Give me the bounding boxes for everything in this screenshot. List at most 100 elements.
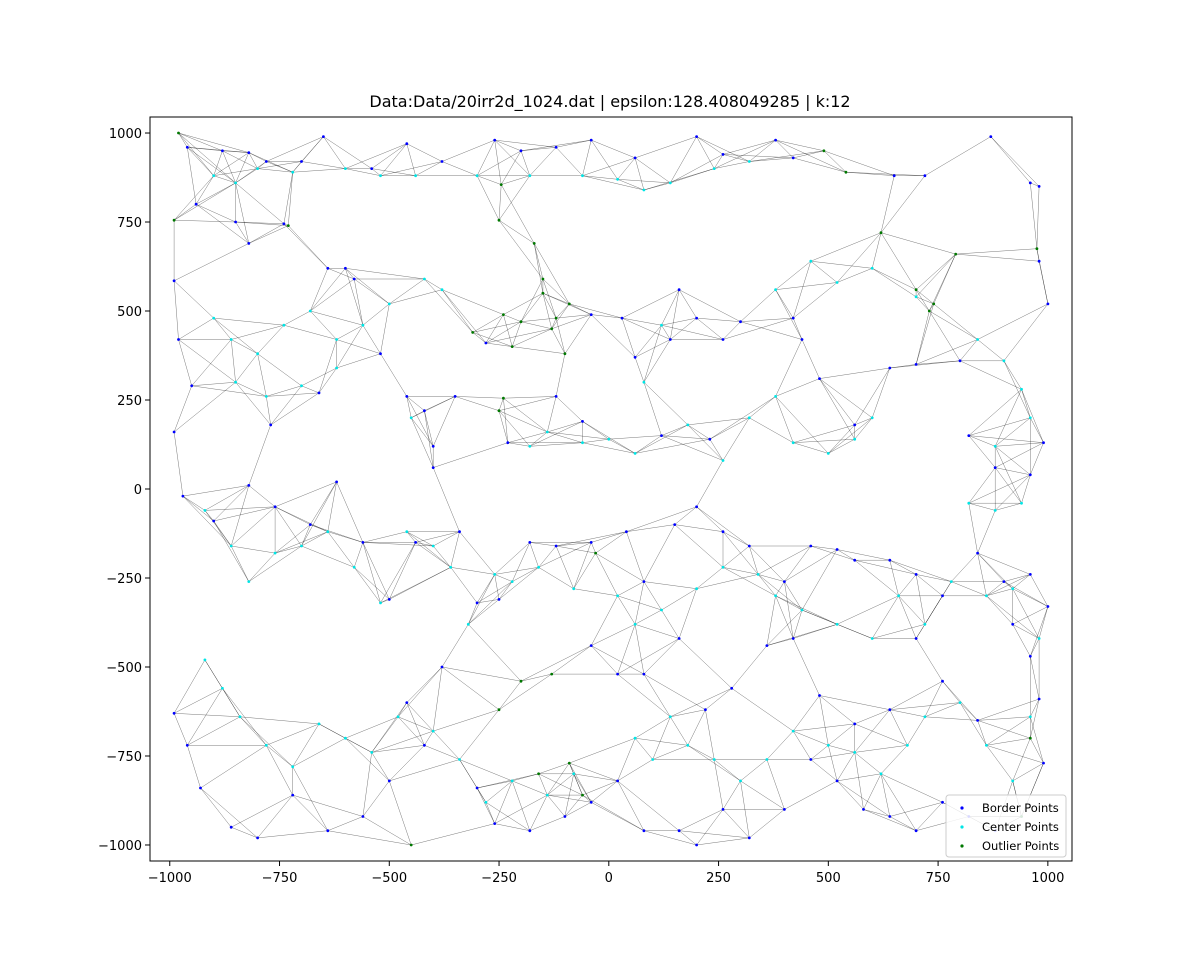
graph-edge	[661, 435, 724, 461]
graph-edge	[503, 314, 522, 322]
graph-edge	[174, 182, 236, 221]
graph-edge	[959, 702, 978, 721]
graph-edge	[173, 382, 236, 433]
graph-edge	[995, 467, 1022, 504]
graph-edge	[520, 645, 592, 682]
data-point	[791, 156, 795, 160]
graph-edge	[415, 542, 434, 547]
data-point	[589, 313, 593, 316]
data-point	[695, 316, 698, 320]
data-point	[642, 829, 646, 833]
data-point	[853, 558, 857, 562]
graph-edge	[196, 182, 236, 205]
data-point	[668, 715, 672, 719]
graph-edge	[617, 780, 680, 831]
graph-edge	[793, 695, 820, 732]
graph-edge	[275, 506, 311, 525]
graph-edge	[345, 168, 381, 176]
graph-edge	[270, 392, 320, 426]
graph-edge	[476, 574, 495, 603]
graph-edge	[191, 339, 232, 386]
graph-edge	[635, 424, 688, 454]
graph-edge	[916, 296, 934, 305]
data-point	[185, 743, 189, 747]
graph-edge	[916, 339, 978, 365]
graph-edge	[547, 396, 557, 433]
data-point	[888, 815, 892, 818]
data-point	[774, 288, 777, 292]
graph-edge	[634, 624, 645, 675]
data-point	[291, 793, 295, 797]
graph-edge	[406, 143, 416, 176]
graph-edge	[986, 595, 1013, 625]
graph-edge	[498, 673, 552, 710]
graph-edge	[472, 314, 504, 333]
legend-label: Center Points	[982, 820, 1059, 834]
data-point	[800, 338, 804, 341]
graph-edge	[1012, 588, 1040, 639]
data-point	[300, 160, 303, 163]
data-point	[352, 565, 356, 569]
graph-edge	[836, 232, 882, 283]
graph-edge	[740, 321, 803, 340]
graph-edge	[231, 339, 258, 354]
graph-edge	[542, 293, 557, 319]
data-point	[264, 395, 268, 398]
graph-edge	[1036, 248, 1049, 304]
data-point	[234, 181, 238, 185]
graph-edge	[389, 780, 412, 846]
graph-edge	[538, 773, 548, 796]
data-point	[774, 138, 777, 142]
graph-edge	[538, 762, 570, 774]
x-tick-label: 750	[926, 871, 951, 886]
x-tick-label: −750	[262, 871, 298, 886]
graph-edge	[986, 738, 1031, 746]
graph-edge	[389, 278, 425, 305]
data-point	[835, 622, 839, 626]
graph-edge	[191, 382, 236, 386]
graph-edge	[634, 157, 645, 191]
graph-edge	[608, 439, 636, 454]
graph-edge	[406, 666, 443, 703]
data-point	[958, 359, 962, 363]
graph-edge	[661, 609, 680, 639]
data-point	[172, 279, 176, 283]
graph-edge	[749, 809, 785, 839]
graph-edge	[845, 172, 895, 176]
data-point	[212, 519, 216, 523]
data-point	[409, 843, 413, 847]
data-point	[1028, 416, 1032, 420]
graph-edge	[819, 695, 855, 725]
graph-edge	[494, 542, 530, 575]
graph-edge	[915, 253, 956, 290]
graph-edge	[854, 417, 873, 426]
graph-edge	[591, 531, 627, 543]
graph-edge	[573, 588, 618, 596]
graph-edge	[929, 310, 961, 361]
graph-edge	[411, 396, 456, 418]
data-point	[203, 658, 207, 662]
graph-edge	[520, 321, 552, 329]
graph-edge	[679, 830, 750, 839]
graph-edge	[512, 328, 552, 347]
graph-edge	[512, 780, 548, 796]
graph-edge	[354, 567, 381, 604]
graph-edge	[529, 795, 548, 831]
graph-edge	[512, 321, 522, 347]
graph-edge	[301, 385, 320, 394]
graph-edge	[722, 567, 776, 596]
graph-edge	[213, 317, 284, 326]
data-point	[458, 758, 461, 761]
graph-edge	[178, 339, 192, 386]
data-point	[519, 149, 523, 153]
data-point	[589, 644, 593, 647]
data-point	[506, 441, 510, 445]
graph-edge	[766, 730, 794, 760]
graph-edge	[784, 549, 838, 582]
data-point	[379, 352, 382, 356]
graph-edge	[757, 574, 803, 611]
data-point	[589, 800, 593, 804]
graph-edge	[406, 143, 443, 162]
graph-edge	[362, 542, 434, 547]
data-point	[888, 708, 892, 712]
